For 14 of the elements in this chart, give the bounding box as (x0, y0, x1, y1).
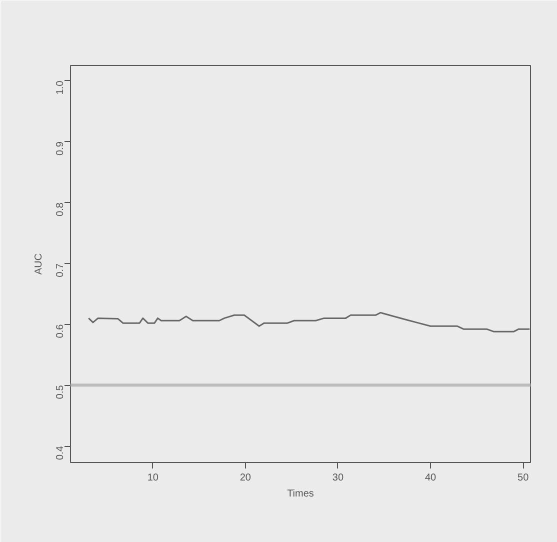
x-tick-label: 10 (147, 472, 159, 484)
x-axis-title: Times (287, 488, 314, 500)
y-tick-label: 0.7 (55, 262, 66, 278)
y-axis-title: AUC (34, 253, 44, 275)
x-tick-label: 40 (424, 472, 437, 484)
y-tick-label: 0.9 (55, 141, 66, 156)
x-tick-label: 30 (332, 472, 344, 484)
x-tick-label: 20 (240, 472, 252, 484)
y-tick-label: 0.5 (55, 384, 66, 400)
y-tick-label: 0.4 (55, 446, 66, 460)
y-tick-label: 0.8 (55, 202, 66, 216)
y-tick-label: 0.6 (55, 324, 66, 338)
y-tick-label: 1.0 (55, 80, 66, 95)
x-tick-label: 50 (518, 472, 530, 484)
